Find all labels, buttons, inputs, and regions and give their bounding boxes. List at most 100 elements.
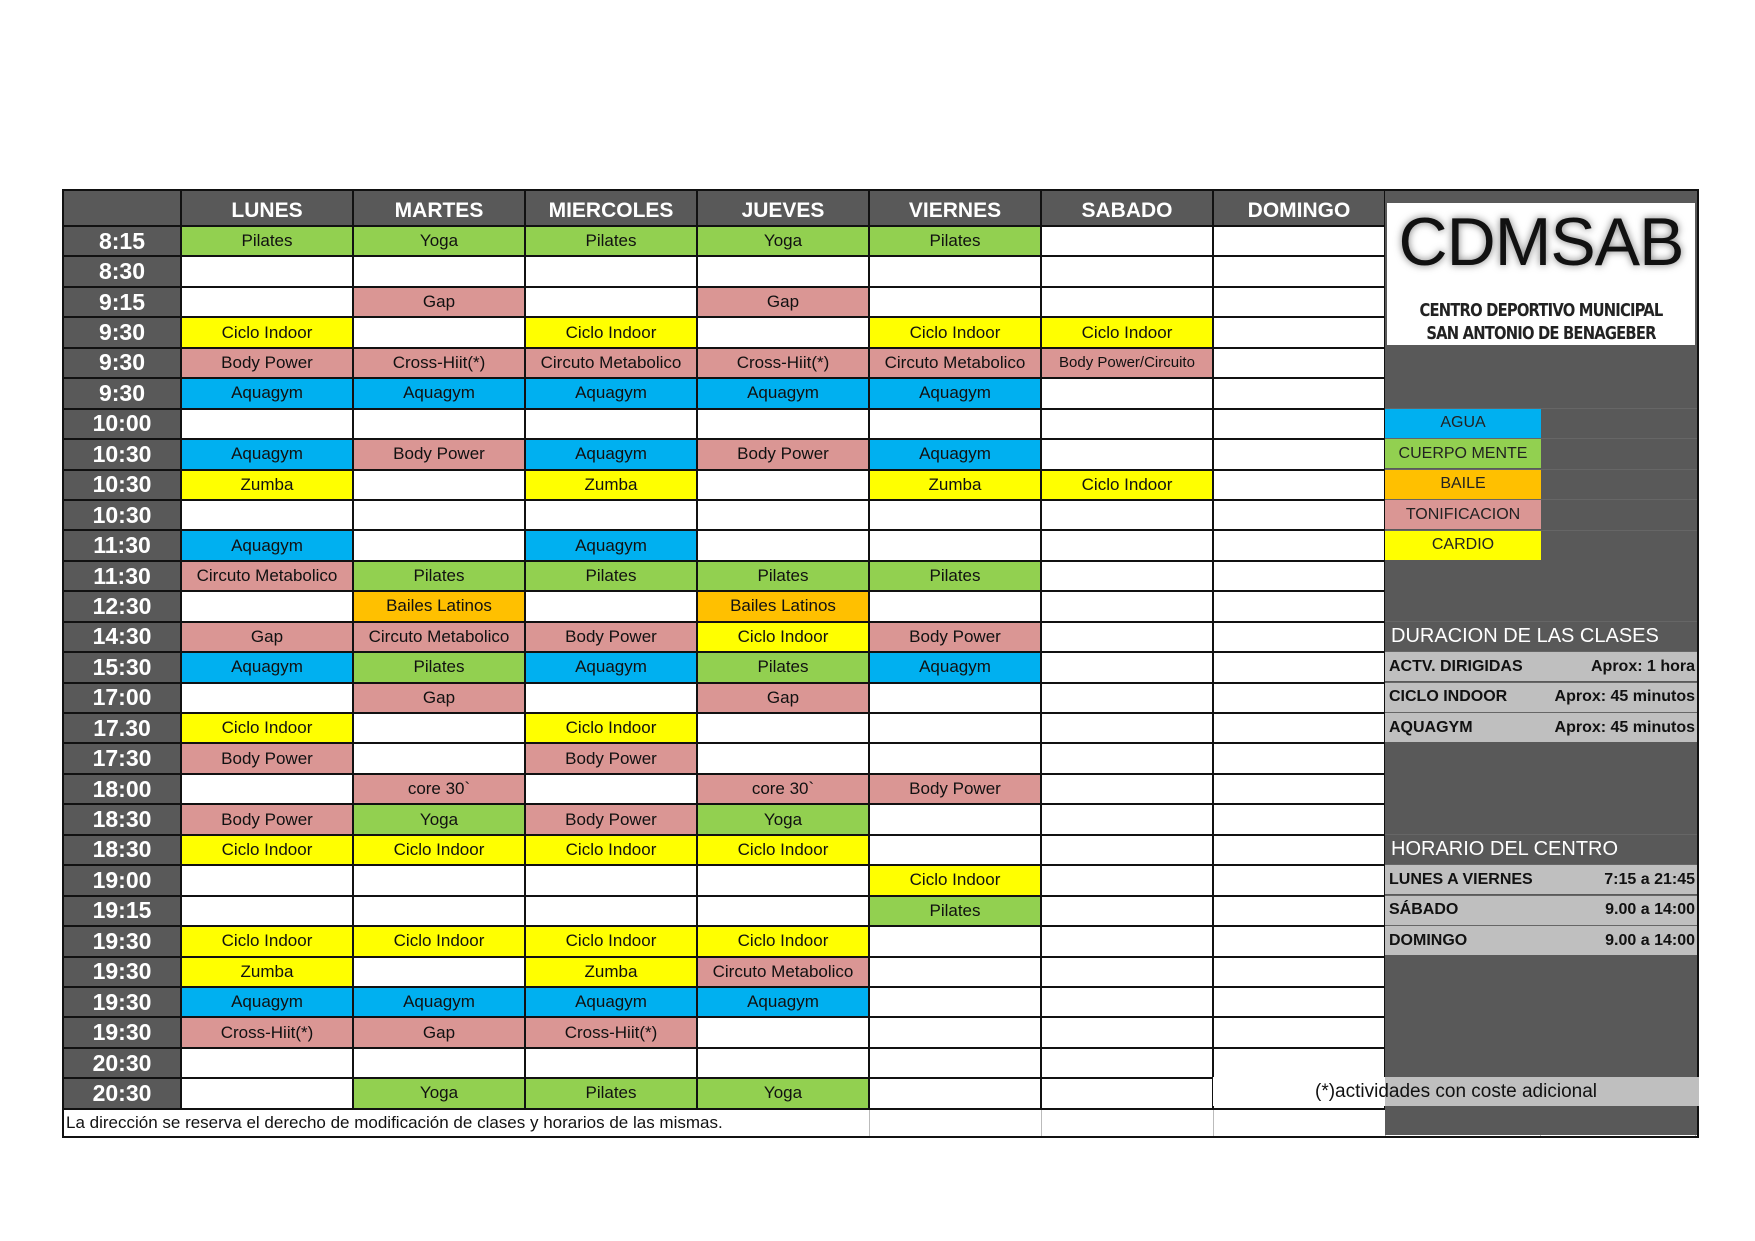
logo-title: CDMSAB <box>1398 204 1685 280</box>
legend-row: BAILE <box>1385 468 1697 499</box>
day-header: VIERNES <box>870 191 1042 227</box>
empty-cell <box>1214 440 1386 471</box>
empty-cell <box>1214 1018 1386 1049</box>
schedule-row: 12:30 Bailes Latinos Bailes Latinos <box>64 592 1697 623</box>
empty-cell <box>870 927 1042 958</box>
empty-cell <box>1214 257 1386 288</box>
empty-cell <box>1214 714 1386 745</box>
class-cell: Body Power <box>182 348 354 380</box>
empty-cell <box>1214 561 1386 593</box>
class-cell: Gap <box>182 622 354 654</box>
legend-row: TONIFICACION <box>1385 499 1697 530</box>
empty-cell <box>870 1018 1042 1049</box>
class-cell: Aquagym <box>870 440 1042 471</box>
empty-cell <box>1214 500 1386 532</box>
class-cell: Gap <box>698 287 870 319</box>
class-cell: Aquagym <box>182 440 354 471</box>
schedule-row: 15:30 Aquagym Pilates Aquagym Pilates Aquagym <box>64 653 1697 684</box>
time-label: 19:15 <box>64 896 182 928</box>
empty-cell <box>182 774 354 806</box>
class-cell: Body Power <box>870 774 1042 806</box>
class-cell: Ciclo Indoor <box>1042 470 1214 501</box>
class-cell: Body Power/Circuito <box>1042 348 1214 380</box>
class-cell: Aquagym <box>182 379 354 410</box>
legend-cuerpo-mente: CUERPO MENTE <box>1385 439 1541 469</box>
time-label: 19:30 <box>64 1018 182 1049</box>
class-cell: core 30` <box>698 774 870 806</box>
empty-cell <box>1214 896 1386 928</box>
additional-cost-note: (*)actividades con coste adicional <box>1213 1077 1699 1106</box>
empty-cell <box>1214 774 1386 806</box>
schedule-row: 11:30 Circuto Metabolico Pilates Pilates Pil… <box>64 561 1697 593</box>
schedule-row: 17.30 Ciclo Indoor Ciclo Indoor <box>64 714 1697 745</box>
time-label: 9:30 <box>64 348 182 380</box>
schedule-row: 11:30 Aquagym Aquagym <box>64 531 1697 562</box>
empty-cell <box>870 531 1042 562</box>
footer-cell <box>1214 1109 1386 1136</box>
class-cell: Ciclo Indoor <box>182 714 354 745</box>
legend-cardio: CARDIO <box>1385 530 1541 560</box>
hours-label: DOMINGO <box>1389 931 1468 949</box>
empty-cell <box>698 1048 870 1080</box>
class-cell: Bailes Latinos <box>698 592 870 623</box>
class-cell: Yoga <box>698 227 870 258</box>
time-label: 18:30 <box>64 835 182 867</box>
class-cell: Yoga <box>698 1079 870 1110</box>
empty-cell <box>870 1048 1042 1080</box>
empty-cell <box>870 1079 1042 1110</box>
empty-cell <box>182 287 354 319</box>
schedule-row: 19:30 Aquagym Aquagym Aquagym Aquagym <box>64 987 1697 1019</box>
hours-label: SÁBADO <box>1389 901 1459 919</box>
empty-cell <box>1042 1048 1214 1080</box>
empty-cell <box>1042 805 1214 836</box>
empty-cell <box>526 1048 698 1080</box>
class-cell: Pilates <box>526 1079 698 1110</box>
schedule-row: 10:30 Aquagym Body Power Aquagym Body Power A… <box>64 440 1697 471</box>
logo-line-2: SAN ANTONIO DE BENAGEBER <box>1426 323 1656 344</box>
time-label: 8:30 <box>64 257 182 288</box>
schedule-row: 18:30 Ciclo Indoor Ciclo Indoor Ciclo Indoo… <box>64 835 1697 867</box>
class-cell: Aquagym <box>354 987 526 1019</box>
class-cell: Cross-Hiit(*) <box>526 1018 698 1049</box>
empty-cell <box>182 500 354 532</box>
empty-cell <box>870 714 1042 745</box>
schedule-row: 19:00 Ciclo Indoor <box>64 866 1697 897</box>
empty-cell <box>870 683 1042 714</box>
footer-cell <box>1042 1109 1214 1136</box>
empty-cell <box>698 409 870 441</box>
class-cell: Ciclo Indoor <box>870 318 1042 349</box>
class-cell: Aquagym <box>526 987 698 1019</box>
class-cell: Cross-Hiit(*) <box>698 348 870 380</box>
empty-cell <box>182 896 354 928</box>
empty-cell <box>870 287 1042 319</box>
empty-cell <box>354 470 526 501</box>
empty-cell <box>526 774 698 806</box>
schedule-row: 9:15 Gap Gap <box>64 287 1697 319</box>
schedule-row: 19:30 Zumba Zumba Circuto Metabolico <box>64 957 1697 988</box>
class-cell: Circuto Metabolico <box>354 622 526 654</box>
empty-cell <box>698 500 870 532</box>
class-cell: Circuto Metabolico <box>870 348 1042 380</box>
class-cell: Body Power <box>698 440 870 471</box>
class-cell: Bailes Latinos <box>354 592 526 623</box>
empty-cell <box>354 318 526 349</box>
schedule-row: 17:00 Gap Gap <box>64 683 1697 714</box>
hours-value: 9.00 a 14:00 <box>1605 901 1695 919</box>
class-cell: Aquagym <box>870 653 1042 684</box>
duration-item: ACTV. DIRIGIDAS Aprox: 1 hora <box>1385 651 1697 682</box>
class-cell: core 30` <box>354 774 526 806</box>
class-cell: Body Power <box>182 805 354 836</box>
empty-cell <box>354 714 526 745</box>
duration-value: Aprox: 45 minutos <box>1554 718 1695 736</box>
class-cell: Ciclo Indoor <box>182 835 354 867</box>
empty-cell <box>1042 653 1214 684</box>
legend-row: AGUA <box>1385 407 1697 438</box>
class-cell: Body Power <box>182 744 354 775</box>
time-label: 15:30 <box>64 653 182 684</box>
info-panel: CDMSAB CENTRO DEPORTIVO MUNICIPAL SAN AN… <box>1385 191 1697 1135</box>
empty-cell <box>1042 287 1214 319</box>
hours-value: 9.00 a 14:00 <box>1605 931 1695 949</box>
schedule-row: 17:30 Body Power Body Power <box>64 744 1697 775</box>
header-row: LUNES MARTES MIERCOLES JUEVES VIERNES SABADO D… <box>64 191 1697 227</box>
empty-cell <box>526 500 698 532</box>
